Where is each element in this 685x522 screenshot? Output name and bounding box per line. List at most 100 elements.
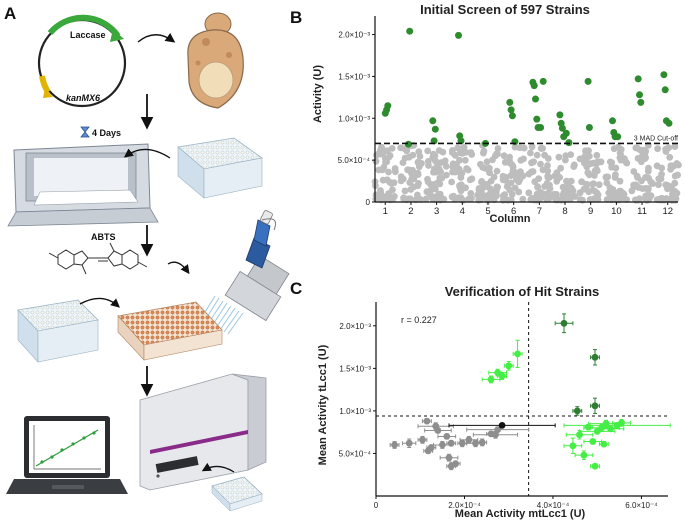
verification-point [450,460,461,468]
non-hit-point [436,174,444,182]
non-hit-point [563,187,571,194]
data-point [405,439,413,447]
laccase-label: Laccase [70,30,106,40]
non-hit-point [468,194,475,202]
non-hit-point [571,193,579,200]
non-hit-point [397,177,405,185]
verification-point [590,397,600,414]
non-hit-point [535,175,543,183]
x-tick-label: 4.0×10⁻⁴ [537,501,570,510]
x-tick-label: 12 [662,206,673,217]
x-tick-label: 0 [374,501,379,510]
x-tick-label: 5 [485,206,490,217]
non-hit-point [516,144,524,152]
non-hit-point [655,175,663,183]
hit-point [431,125,439,133]
non-hit-point [493,192,500,200]
verification-point [448,422,556,429]
non-hit-point [494,145,502,152]
non-hit-point [603,179,611,187]
data-point [618,419,625,427]
data-point [576,431,583,439]
data-point [591,402,599,410]
arrow-to-incubator [123,148,171,159]
non-hit-point [525,189,533,197]
data-point [423,417,431,425]
verification-point [563,437,583,454]
chart-c-title: Verification of Hit Strains [445,284,600,299]
data-point [478,439,486,446]
non-hit-point [587,160,595,168]
non-hit-point [415,163,423,171]
non-hit-point [414,171,422,179]
chart-c-xlabel: Mean Activity mtLcc1 (U) [455,508,586,520]
non-hit-point [415,148,423,156]
non-hit-point [508,190,516,198]
x-tick-label: 6 [511,206,516,217]
hit-point [507,106,515,114]
non-hit-point [541,183,548,190]
non-hit-point [466,176,474,184]
non-hit-point [620,190,628,198]
y-tick-label: 2.0×10⁻³ [338,31,370,40]
incubation-time-label: 4 Days [92,128,121,138]
non-hit-point [563,177,570,185]
non-hit-point [448,178,455,186]
data-point [445,454,453,462]
hit-point [429,117,437,125]
verification-point [417,422,454,431]
abts-label: ABTS [91,232,116,242]
non-hit-point [584,169,592,177]
non-hit-point [544,155,552,162]
incubator-icon [7,143,159,227]
non-hit-point [443,171,450,179]
data-point [560,319,568,327]
data-point [498,422,506,429]
hit-point [637,98,645,106]
data-point [419,436,426,444]
non-hit-point [562,152,570,160]
hit-point [530,82,538,90]
non-hit-point [596,158,604,166]
non-hit-point [642,192,650,200]
non-hit-point [493,183,501,191]
non-hit-point [406,195,414,203]
non-hit-point [527,196,535,203]
x-tick-label: 1 [383,206,388,217]
non-hit-point [500,152,508,160]
non-hit-point [612,164,620,172]
non-hit-point [494,150,501,158]
non-hit-point [561,192,569,200]
arrow-plate-to-reader [201,462,235,473]
non-hit-point [435,147,443,154]
non-hit-point [539,145,546,152]
yeast-cell-icon [187,12,244,109]
verification-point [612,418,631,427]
y-tick-label: 2.0×10⁻³ [339,322,371,331]
non-hit-point [520,155,527,163]
y-tick-label: 1.0×10⁻³ [339,407,371,416]
verification-point [402,438,417,448]
hit-point [506,98,514,106]
non-hit-point [578,178,586,186]
verification-point [389,441,400,449]
hit-point [533,115,541,123]
non-hit-point [503,183,511,190]
non-hit-point [385,168,392,176]
non-hit-point [500,196,508,203]
non-hit-point [415,195,423,203]
non-hit-point [644,167,652,175]
hit-point [532,95,539,103]
verification-point [424,427,452,434]
non-hit-point [617,150,624,158]
non-hit-point [630,168,638,175]
data-point [391,441,398,449]
verification-point [426,444,437,451]
verification-point [439,453,459,462]
well-plate-icon [17,299,99,363]
data-point [492,431,499,439]
data-point [591,353,599,361]
non-hit-point [462,184,469,192]
non-hit-point [410,183,418,191]
